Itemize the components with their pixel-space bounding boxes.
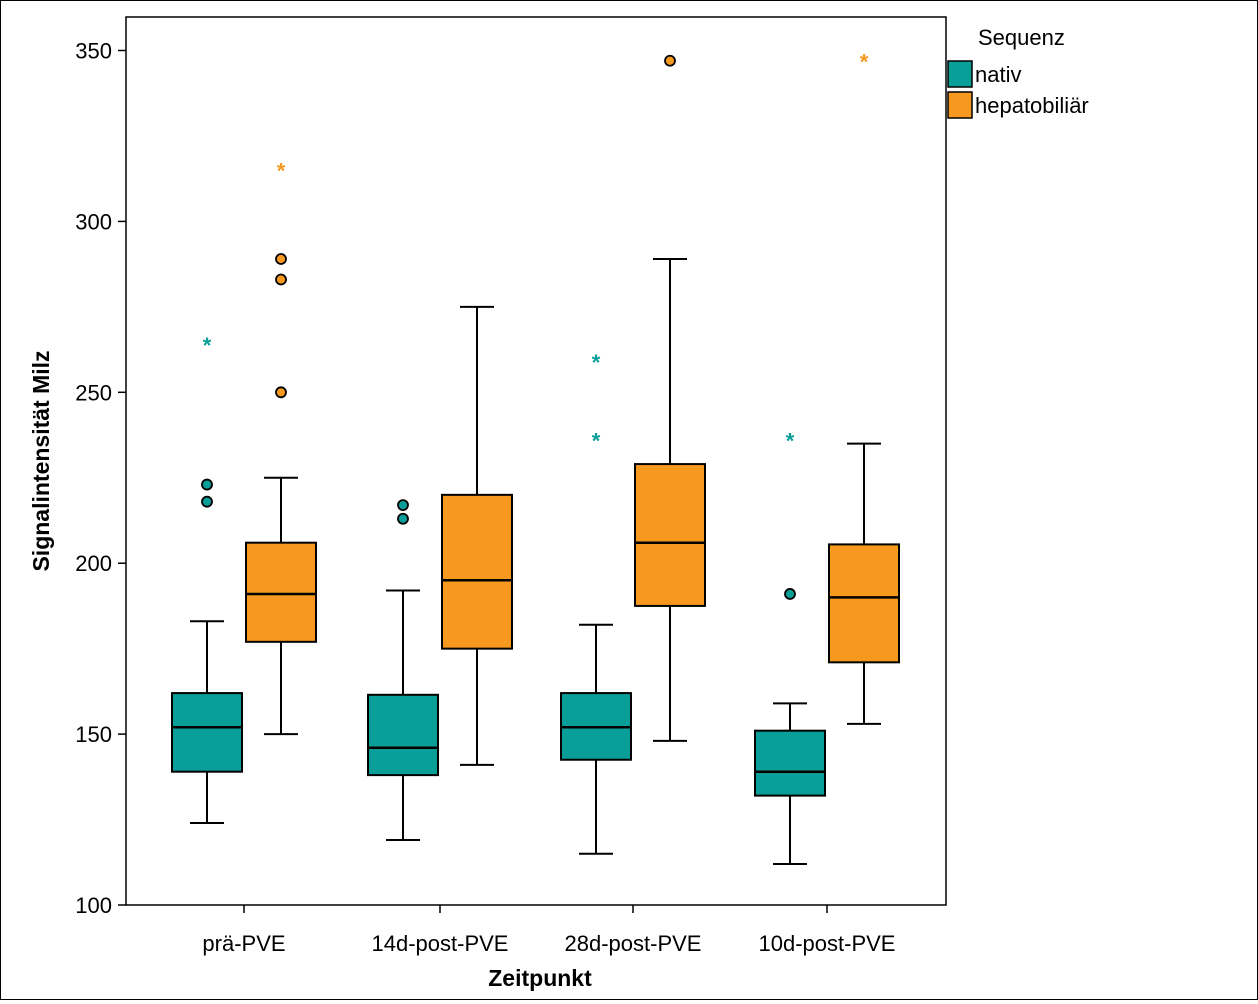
y-tick-label: 200	[75, 551, 112, 576]
outlier-point	[275, 273, 287, 286]
extreme-point: *	[203, 333, 212, 358]
outlier-point	[664, 54, 676, 67]
y-tick-label: 300	[75, 209, 112, 234]
x-tick-label: prä-PVE	[202, 931, 285, 956]
y-axis-title: Signalintensität Milz	[28, 350, 54, 571]
outlier-point	[201, 495, 213, 508]
x-tick-label: 28d-post-PVE	[565, 931, 702, 956]
box-hepatobiliär-3: *	[828, 49, 900, 725]
extreme-point: *	[860, 49, 869, 74]
legend-swatch	[947, 91, 973, 119]
box-iqr	[828, 543, 900, 664]
y-tick-label: 100	[75, 893, 112, 918]
box-iqr	[367, 693, 439, 777]
x-tick-label: 10d-post-PVE	[759, 931, 896, 956]
outlier-point	[275, 253, 287, 265]
legend-label: nativ	[975, 62, 1021, 87]
y-tick-label: 250	[75, 380, 112, 405]
box-iqr	[754, 729, 826, 797]
extreme-point: *	[592, 350, 601, 375]
box-hepatobiliär-1	[441, 305, 513, 766]
box-iqr	[245, 541, 317, 643]
plot-frame	[125, 16, 947, 906]
box-hepatobiliär-0: *	[245, 159, 317, 736]
y-tick-label: 150	[75, 722, 112, 747]
box-hepatobiliär-2	[634, 54, 706, 742]
box-nativ-3: *	[754, 429, 826, 865]
plot-area: ******	[125, 16, 947, 906]
legend-label: hepatobiliär	[975, 93, 1089, 118]
extreme-point: *	[592, 429, 601, 454]
legend-swatch	[947, 60, 973, 88]
box-nativ-0: *	[171, 333, 243, 824]
legend: Sequenz nativ hepatobiliär	[947, 25, 1089, 119]
outlier-point	[397, 499, 409, 511]
box-nativ-2: **	[560, 350, 632, 855]
y-tick-label: 350	[75, 39, 112, 64]
box-iqr	[441, 493, 513, 650]
box-iqr	[634, 463, 706, 607]
x-axis: prä-PVE 14d-post-PVE 28d-post-PVE 10d-post-…	[202, 905, 895, 956]
x-tick-label: 14d-post-PVE	[372, 931, 509, 956]
x-axis-title: Zeitpunkt	[488, 965, 592, 991]
extreme-point: *	[786, 429, 795, 454]
outlier-point	[275, 386, 287, 399]
outlier-point	[784, 588, 796, 600]
outlier-point	[397, 512, 409, 525]
y-axis: 100 150 200 250 300 350	[75, 39, 126, 918]
extreme-point: *	[277, 159, 286, 184]
legend-title: Sequenz	[978, 25, 1065, 50]
box-iqr	[171, 692, 243, 773]
outlier-point	[201, 478, 213, 491]
box-nativ-1	[367, 499, 439, 842]
